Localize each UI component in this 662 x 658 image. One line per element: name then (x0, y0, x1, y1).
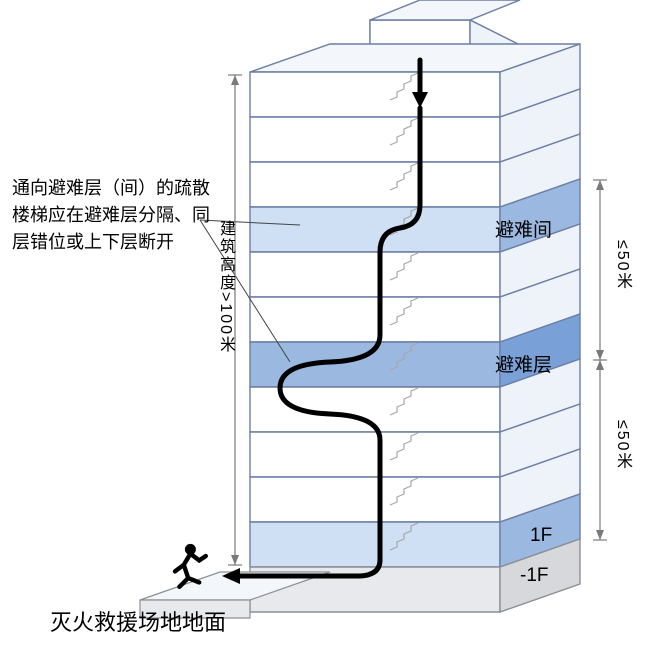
refuge-room-label: 避难间 (495, 215, 552, 242)
floor-1f-label: 1F (530, 525, 552, 547)
height-total-label: 建筑高度>100米 (213, 220, 237, 354)
building-diagram (0, 0, 662, 658)
floor-b1-label: -1F (520, 565, 549, 587)
ground-label: 灭火救援场地地面 (50, 605, 226, 637)
height-seg1-label: ≤50米 (610, 240, 634, 291)
note-left: 通向避难层（间）的疏散 楼梯应在避难层分隔、同 层错位或上下层断开 (12, 175, 210, 256)
height-seg2-label: ≤50米 (610, 420, 634, 471)
refuge-floor-label: 避难层 (495, 350, 552, 377)
